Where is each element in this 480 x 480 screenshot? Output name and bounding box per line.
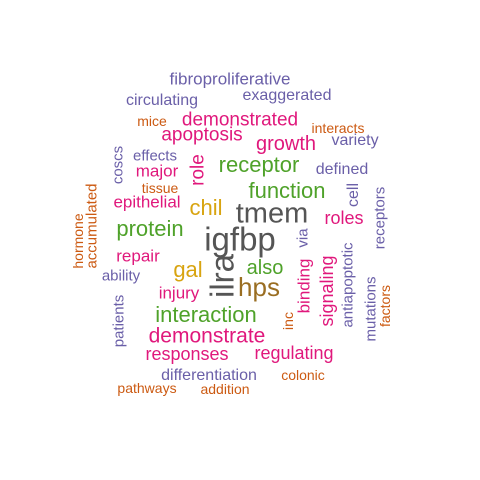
word: igfbp [204,220,276,258]
word: defined [315,161,369,178]
word: hormone [70,213,86,269]
word: accumulated [83,183,101,269]
word: via [294,228,312,248]
word: apoptosis [161,124,243,146]
word: role [187,154,209,186]
word: patients [110,294,128,348]
word: pathways [117,380,177,396]
word: interacts [311,120,365,136]
word: inc [280,312,296,330]
word: demonstrate [148,324,266,348]
word: signaling [317,255,337,327]
word: tmem [235,197,309,230]
word: ilra [203,253,241,299]
word: fibroproliferative [169,69,291,89]
word: injury [158,283,200,303]
word: major [135,161,179,181]
word: effects [133,147,177,165]
word: gal [173,257,203,282]
word: circulating [125,92,199,109]
word: cell [345,182,362,208]
word: factors [377,284,393,328]
word: also [246,257,284,279]
word: hps [238,272,280,302]
word: protein [116,216,184,241]
word: chil [189,195,223,220]
word: tissue [141,180,179,196]
word: growth [255,133,317,155]
word: epithelial [113,192,181,212]
word: variety [331,132,379,149]
word: differentiation [161,367,257,384]
word: coscs [109,145,127,185]
word: receptor [218,152,300,177]
word: interaction [155,302,257,327]
word: exaggerated [242,87,332,104]
word: receptors [371,186,389,250]
word: demonstrated [181,109,299,131]
word: binding [294,258,314,314]
word: regulating [254,343,334,363]
word: function [248,178,326,203]
word: responses [145,344,229,364]
word: antiapoptotic [339,242,357,328]
word: ability [101,267,141,285]
word: mice [137,113,167,129]
word: roles [324,208,364,228]
word: colonic [281,367,325,383]
word: repair [116,246,160,266]
word: addition [200,381,250,397]
